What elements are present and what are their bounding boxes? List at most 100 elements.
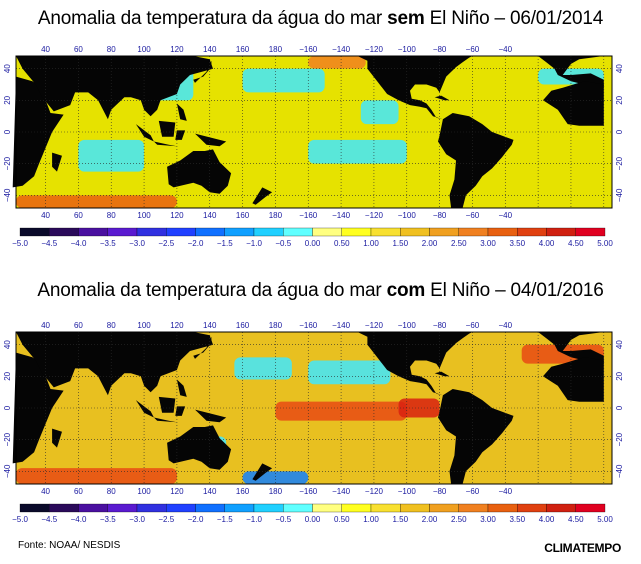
lon-label-top: −80 — [433, 321, 447, 330]
scale-label: 3.50 — [509, 515, 525, 524]
lon-label-top: −60 — [466, 321, 480, 330]
land-mass-8 — [193, 336, 212, 359]
map-title-1: Anomalia da temperatura da água do mar s… — [0, 8, 641, 30]
lon-label-top: 60 — [74, 321, 83, 330]
scale-label: −1.0 — [246, 239, 262, 248]
land-mass-0 — [12, 76, 64, 188]
scale-swatch — [487, 227, 518, 237]
scale-label: −0.5 — [275, 239, 291, 248]
scale-label: −1.0 — [246, 515, 262, 524]
scale-label: −1.5 — [217, 515, 233, 524]
scale-swatch — [136, 503, 167, 513]
scale-swatch — [224, 503, 255, 513]
lon-label-top: 120 — [170, 45, 184, 54]
lon-label-top: 100 — [137, 321, 151, 330]
scale-swatch — [166, 503, 196, 513]
lon-label-top: 140 — [203, 321, 217, 330]
lon-label-bottom: 160 — [236, 211, 250, 220]
lat-label-right: −20 — [615, 432, 624, 446]
land-mass-12 — [305, 56, 473, 120]
scale-label: 1.00 — [363, 515, 379, 524]
lon-label-bottom: −140 — [332, 487, 351, 496]
lat-label-left: 20 — [3, 95, 12, 104]
map-group: 40 40 60 60 80 80 100 100 120 120 140 140 160 160 180 1… — [3, 45, 624, 248]
land-mass-9 — [167, 149, 232, 194]
land-mass-11 — [52, 152, 62, 172]
scale-label: 2.00 — [422, 239, 438, 248]
scale-label: 0.50 — [334, 239, 350, 248]
lon-label-bottom: −100 — [398, 211, 417, 220]
equatorial-pacific-hot — [275, 401, 407, 421]
scale-swatch — [166, 227, 196, 237]
scale-swatch — [78, 227, 108, 237]
scale-swatch — [341, 227, 372, 237]
lon-label-top: −60 — [466, 45, 480, 54]
lon-label-bottom: −60 — [466, 211, 480, 220]
map-group: 40 40 60 60 80 80 100 100 120 120 140 140 160 160 180 1… — [3, 321, 624, 524]
lon-label-top: −120 — [365, 321, 384, 330]
lon-label-bottom: 100 — [137, 487, 151, 496]
scale-label: −2.0 — [188, 239, 204, 248]
land-mass-9 — [167, 425, 232, 470]
lat-label-left: 40 — [3, 64, 12, 73]
lon-label-bottom: −40 — [498, 211, 512, 220]
map-frame — [15, 331, 613, 485]
lat-label-left: 40 — [3, 340, 12, 349]
scale-swatch — [49, 227, 79, 237]
land-mass-13 — [434, 371, 450, 377]
lat-label-right: 0 — [615, 129, 624, 134]
scale-swatch — [400, 503, 430, 513]
scale-label: −4.5 — [41, 515, 57, 524]
scale-swatch — [195, 227, 225, 237]
lon-label-bottom: 120 — [170, 487, 184, 496]
land-mass-10 — [252, 187, 273, 205]
scale-swatch — [487, 503, 518, 513]
lon-label-bottom: −100 — [398, 487, 417, 496]
lon-label-top: 40 — [41, 45, 50, 54]
land-mass-11 — [52, 428, 62, 448]
scale-label: −0.5 — [275, 515, 291, 524]
lat-label-left: −20 — [3, 156, 12, 170]
land-mass-14 — [438, 113, 514, 208]
scale-swatch — [370, 503, 401, 513]
lon-label-top: 180 — [269, 45, 283, 54]
land-mass-0 — [12, 352, 64, 464]
scale-label: 4.50 — [568, 515, 584, 524]
scale-label: 3.00 — [480, 239, 496, 248]
scale-swatch — [517, 503, 547, 513]
scale-swatch — [19, 227, 50, 237]
land-mass-15 — [538, 332, 604, 351]
scale-label: −2.5 — [158, 239, 174, 248]
scale-label: 5.00 — [597, 239, 613, 248]
lat-label-right: 0 — [615, 405, 624, 410]
scale-swatch — [224, 227, 255, 237]
climatempo-logo: CLIMATEMPO — [544, 541, 621, 555]
scale-swatch — [458, 227, 489, 237]
scale-swatch — [312, 503, 342, 513]
scale-label: −4.5 — [41, 239, 57, 248]
scale-label: 4.00 — [539, 515, 555, 524]
lon-label-top: −40 — [498, 321, 512, 330]
map-title-2-bold: com — [386, 280, 426, 301]
scale-label: −4.0 — [71, 239, 87, 248]
land-mass-7 — [176, 103, 187, 121]
east-pacific-hot — [398, 398, 440, 418]
sst-anomaly-map-2016: 40 40 60 60 80 80 100 100 120 120 140 140 160 160 180 1… — [3, 321, 624, 524]
lon-label-bottom: −120 — [365, 487, 384, 496]
ne-pacific-warm — [308, 56, 366, 69]
scale-label: 2.50 — [451, 515, 467, 524]
land-mass-8 — [193, 60, 212, 83]
lon-label-top: −140 — [332, 321, 351, 330]
southern-ocean-warm — [16, 195, 177, 208]
scale-swatch — [429, 227, 459, 237]
lon-label-bottom: −160 — [299, 487, 318, 496]
scale-swatch — [546, 503, 576, 513]
scale-swatch — [546, 227, 576, 237]
scale-label: −3.5 — [100, 239, 116, 248]
map-title-2: Anomalia da temperatura da água do mar c… — [0, 280, 641, 302]
scale-swatch — [575, 503, 606, 513]
scale-label: 5.00 — [597, 515, 613, 524]
scale-label: −5.0 — [12, 515, 28, 524]
lat-label-right: −40 — [615, 464, 624, 478]
sst-anomaly-map-2014: 40 40 60 60 80 80 100 100 120 120 140 140 160 160 180 1… — [3, 45, 624, 248]
